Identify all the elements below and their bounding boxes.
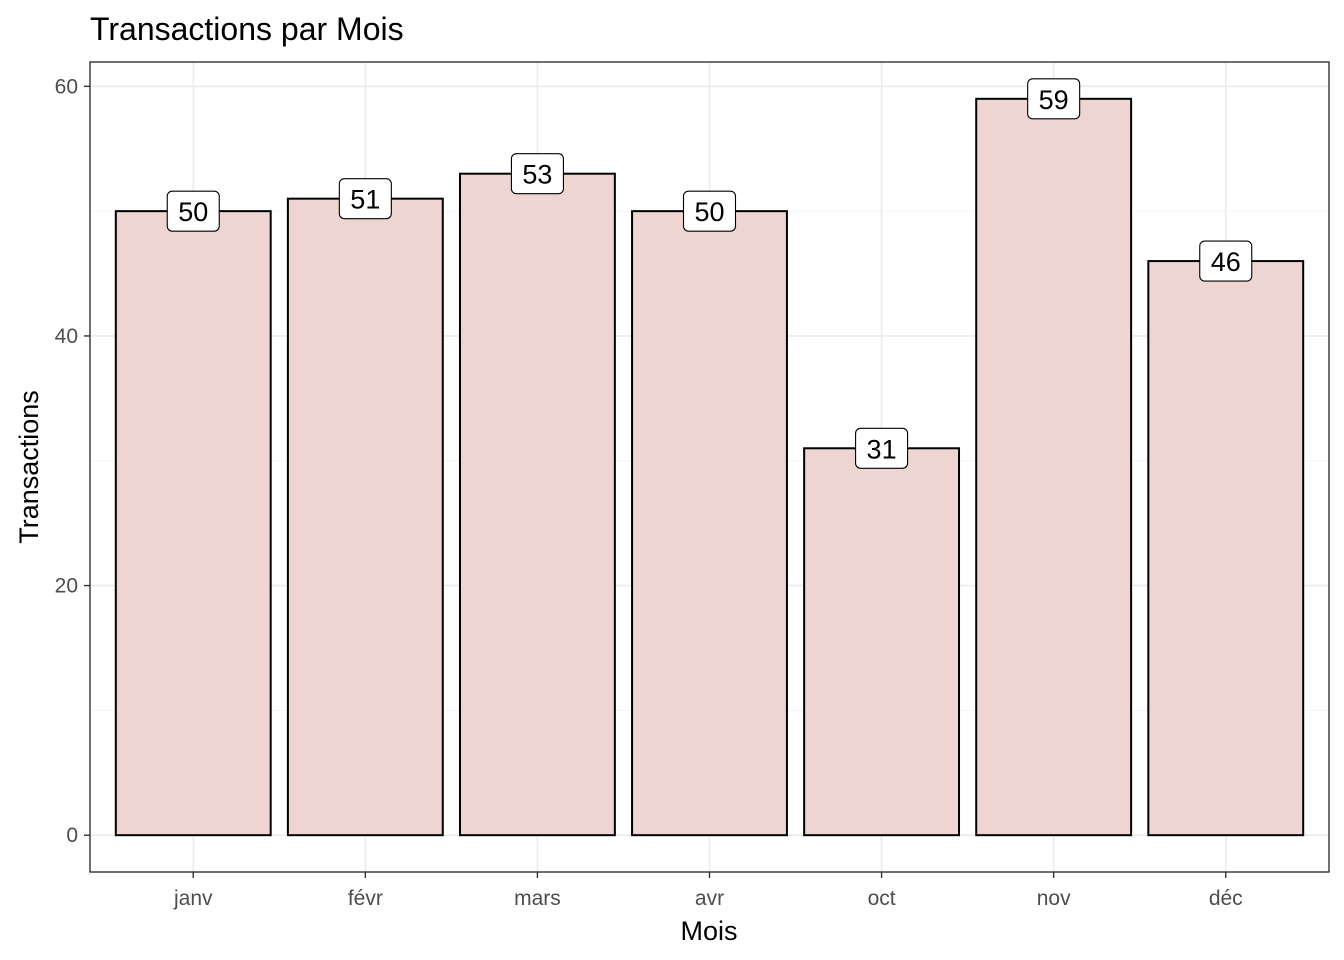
data-label-box: [338, 178, 392, 220]
chart-title: Transactions par Mois: [90, 11, 404, 47]
y-tick-label: 20: [55, 575, 78, 598]
bar-mars: [458, 172, 616, 837]
x-tick-label: avr: [695, 887, 724, 910]
x-tick-label: févr: [348, 887, 383, 910]
bar-déc: [1147, 260, 1305, 837]
data-label: 50: [694, 197, 724, 227]
y-tick-label: 60: [55, 75, 78, 98]
data-label: 46: [1211, 247, 1241, 277]
data-label: 53: [522, 160, 552, 190]
data-label: 50: [178, 197, 208, 227]
data-label-box: [1199, 240, 1253, 282]
data-label: 31: [867, 434, 897, 464]
bar-oct: [803, 447, 961, 837]
x-tick-label: nov: [1037, 887, 1071, 910]
y-tick-label: 0: [66, 824, 78, 847]
x-tick-label: déc: [1209, 887, 1243, 910]
data-label-box: [166, 190, 220, 232]
data-label-box: [682, 190, 737, 232]
bar-avr: [631, 210, 788, 837]
data-label-box: [510, 153, 564, 195]
x-axis-title: Mois: [680, 916, 737, 946]
x-tick-label: janv: [173, 887, 213, 910]
bar-janv: [114, 210, 272, 837]
x-tick-label: mars: [514, 887, 561, 910]
y-axis: 0 20 40 60: [55, 75, 90, 847]
y-tick-label: 40: [55, 325, 78, 348]
bar-févr: [286, 197, 444, 837]
data-label-box: [1027, 78, 1081, 120]
data-label: 51: [350, 185, 380, 215]
data-labels: 50 51 53 50 31 59 46: [166, 78, 1253, 469]
bars: [114, 97, 1305, 837]
bar-nov: [975, 97, 1133, 837]
y-axis-title: Transactions: [14, 390, 44, 544]
x-tick-label: oct: [868, 887, 896, 910]
data-label: 59: [1039, 85, 1069, 115]
data-label-box: [855, 427, 909, 469]
x-axis: janv févr mars avr oct nov déc: [173, 872, 1243, 910]
